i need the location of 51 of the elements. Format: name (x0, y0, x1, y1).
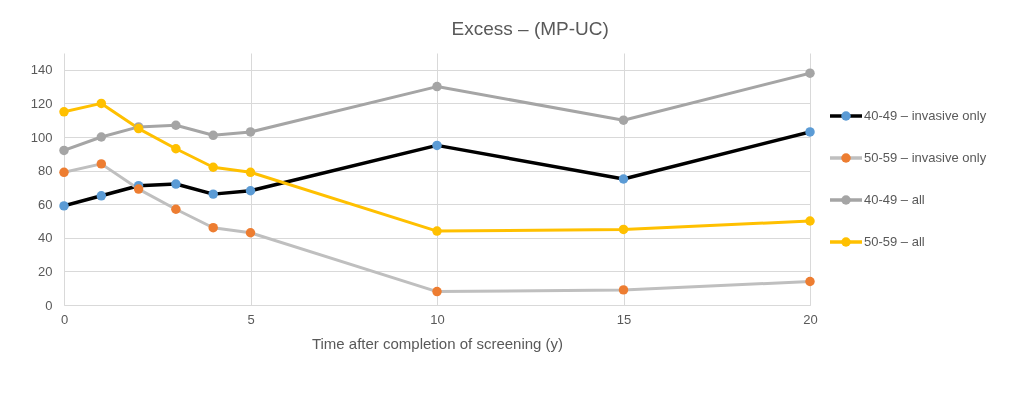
point (432, 286, 442, 297)
x-tick-label: 10 (430, 311, 445, 327)
point (432, 81, 442, 92)
point (432, 226, 442, 236)
y-tick-label: 60 (38, 196, 53, 212)
y-tick-label: 140 (30, 62, 53, 78)
x-tick-label: 20 (803, 311, 818, 327)
point (96, 132, 107, 142)
point (618, 174, 629, 184)
y-tick-label: 0 (45, 297, 53, 313)
point (96, 191, 107, 201)
point (245, 186, 256, 196)
point (618, 285, 629, 295)
point (618, 224, 629, 235)
point (208, 222, 218, 233)
point (618, 115, 629, 125)
y-tick-label: 40 (38, 230, 53, 246)
y-tick-label: 100 (30, 129, 53, 145)
y-tick-label: 120 (30, 95, 53, 111)
x-tick-label: 5 (247, 311, 255, 327)
point (805, 127, 815, 137)
point (805, 216, 815, 226)
x-axis-title: Time after completion of screening (y) (311, 334, 564, 352)
y-tick-label: 20 (38, 263, 53, 279)
point (59, 167, 69, 178)
point (171, 120, 181, 130)
point (208, 130, 218, 141)
point (59, 145, 69, 156)
point (208, 162, 218, 172)
point (245, 228, 256, 238)
point (96, 159, 107, 169)
x-tick-label: 15 (616, 311, 632, 327)
legend-label: 40-49 – all (864, 192, 925, 207)
legend-label: 40-49 – invasive only (864, 108, 987, 123)
point (208, 189, 218, 199)
point (96, 98, 107, 109)
point (805, 68, 815, 78)
y-tick-label: 80 (38, 163, 53, 179)
point (171, 144, 181, 154)
legend-label: 50-59 – invasive only (864, 150, 987, 165)
point (805, 276, 815, 287)
legend-label: 50-59 – all (864, 234, 925, 249)
point (59, 107, 69, 117)
point (432, 140, 442, 151)
point (245, 167, 256, 178)
point (171, 179, 181, 189)
chart-title: Excess – (MP-UC) (451, 18, 609, 39)
point (59, 201, 69, 211)
x-tick-label: 0 (60, 311, 69, 327)
point (171, 204, 181, 214)
point (245, 127, 256, 137)
